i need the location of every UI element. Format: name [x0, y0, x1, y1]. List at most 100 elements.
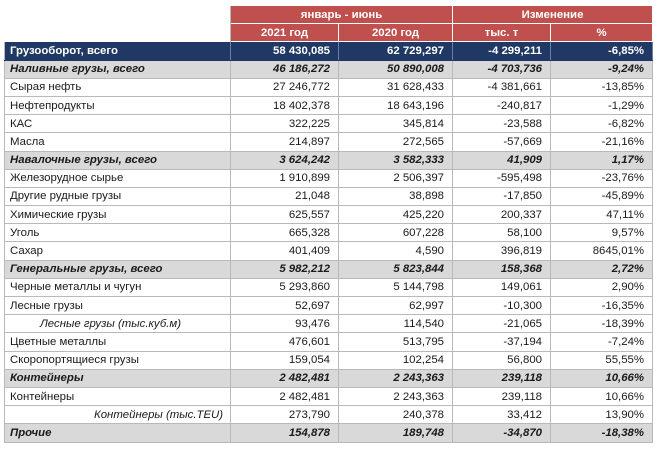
value-change-abs: -240,817: [452, 96, 552, 116]
value-change-pct: -6,82%: [550, 114, 654, 134]
value-2021: 52,697: [230, 296, 339, 316]
value-change-abs: -57,669: [452, 132, 552, 152]
value-2020: 425,220: [338, 205, 454, 225]
value-change-abs: 239,118: [452, 369, 552, 388]
value-change-abs: 200,337: [452, 205, 552, 225]
value-2020: 18 643,196: [338, 96, 454, 116]
value-change-pct: 9,57%: [550, 223, 654, 243]
row-label: Сырая нефть: [4, 78, 231, 97]
value-change-pct: 47,11%: [550, 205, 654, 225]
value-2020: 114,540: [338, 314, 454, 334]
value-change-abs: 158,368: [452, 260, 552, 279]
table-row-group: Наливные грузы, всего 46 186,272 50 890,…: [4, 60, 654, 79]
row-label: Генеральные грузы, всего: [4, 260, 231, 279]
value-2021: 1 910,899: [230, 169, 339, 188]
table-row: Контейнеры 2 482,481 2 243,363 239,118 1…: [4, 387, 654, 407]
row-label: Грузооборот, всего: [4, 41, 231, 61]
value-2020: 513,795: [338, 332, 454, 352]
value-change-abs: 149,061: [452, 278, 552, 298]
value-2021: 2 482,481: [230, 369, 339, 388]
value-2021: 5 293,860: [230, 278, 339, 298]
value-2021: 27 246,772: [230, 78, 339, 97]
value-2020: 5 144,798: [338, 278, 454, 298]
value-change-pct: -1,29%: [550, 96, 654, 116]
value-change-pct: -16,35%: [550, 296, 654, 316]
value-2021: 322,225: [230, 114, 339, 134]
value-change-pct: -23,76%: [550, 169, 654, 188]
value-2021: 5 982,212: [230, 260, 339, 279]
cargo-turnover-table-container: январь - июнь Изменение 2021 год 2020 го…: [4, 6, 654, 443]
value-2021: 3 624,242: [230, 151, 339, 170]
table-row-group: Навалочные грузы, всего 3 624,242 3 582,…: [4, 151, 654, 170]
value-change-pct: -21,16%: [550, 132, 654, 152]
row-label: Химические грузы: [4, 205, 231, 225]
row-label: Цветные металлы: [4, 332, 231, 352]
table-row: Сахар 401,409 4,590 396,819 8645,01%: [4, 241, 654, 261]
value-2021: 154,878: [230, 423, 339, 443]
value-change-pct: 8645,01%: [550, 241, 654, 261]
table-row-sub: Контейнеры (тыс.TEU) 273,790 240,378 33,…: [4, 405, 654, 425]
value-change-pct: -18,39%: [550, 314, 654, 334]
value-2021: 21,048: [230, 187, 339, 207]
value-change-abs: -4 703,736: [452, 60, 552, 79]
value-change-pct: -6,85%: [550, 41, 654, 61]
value-2020: 2 243,363: [338, 387, 454, 407]
cargo-turnover-table: январь - июнь Изменение 2021 год 2020 го…: [4, 6, 654, 443]
value-change-pct: 10,66%: [550, 369, 654, 388]
value-change-abs: -4 381,661: [452, 78, 552, 97]
value-2020: 189,748: [338, 423, 454, 443]
col-2020-header: 2020 год: [338, 23, 454, 43]
header-row-2: 2021 год 2020 год тыс. т %: [4, 23, 654, 43]
value-change-abs: -17,850: [452, 187, 552, 207]
value-change-pct: 13,90%: [550, 405, 654, 425]
row-label: Лесные грузы (тыс.куб.м): [4, 314, 231, 334]
row-label: Навалочные грузы, всего: [4, 151, 231, 170]
value-change-pct: 1,17%: [550, 151, 654, 170]
table-row-group: Прочие 154,878 189,748 -34,870 -18,38%: [4, 423, 654, 443]
table-row: Сырая нефть 27 246,772 31 628,433 -4 381…: [4, 78, 654, 97]
value-2020: 50 890,008: [338, 60, 454, 79]
value-2021: 18 402,378: [230, 96, 339, 116]
value-2021: 46 186,272: [230, 60, 339, 79]
value-change-abs: 41,909: [452, 151, 552, 170]
value-change-abs: -595,498: [452, 169, 552, 188]
row-label: Другие рудные грузы: [4, 187, 231, 207]
value-change-abs: -21,065: [452, 314, 552, 334]
value-change-abs: 58,100: [452, 223, 552, 243]
table-row: Масла 214,897 272,565 -57,669 -21,16%: [4, 132, 654, 152]
value-2021: 2 482,481: [230, 387, 339, 407]
header-row-1: январь - июнь Изменение: [4, 6, 654, 25]
table-row: Нефтепродукты 18 402,378 18 643,196 -240…: [4, 96, 654, 116]
value-change-abs: -37,194: [452, 332, 552, 352]
table-row: Уголь 665,328 607,228 58,100 9,57%: [4, 223, 654, 243]
value-2020: 345,814: [338, 114, 454, 134]
header-blank-cell: [4, 23, 231, 42]
value-change-pct: 55,55%: [550, 351, 654, 370]
value-change-pct: 2,90%: [550, 278, 654, 298]
value-2021: 214,897: [230, 132, 339, 152]
row-label: Контейнеры (тыс.TEU): [4, 405, 231, 425]
table-row: КАС 322,225 345,814 -23,588 -6,82%: [4, 114, 654, 134]
value-2020: 62,997: [338, 296, 454, 316]
row-label: Контейнеры: [4, 387, 231, 407]
value-2020: 2 243,363: [338, 369, 454, 388]
value-2020: 2 506,397: [338, 169, 454, 188]
value-2021: 401,409: [230, 241, 339, 261]
col-pct-header: %: [550, 23, 654, 43]
value-2020: 38,898: [338, 187, 454, 207]
row-label: КАС: [4, 114, 231, 134]
value-2020: 102,254: [338, 351, 454, 370]
row-label-text: Контейнеры (тыс.TEU): [94, 408, 224, 421]
value-2021: 58 430,085: [230, 41, 339, 61]
row-label: Контейнеры: [4, 369, 231, 388]
table-row: Цветные металлы 476,601 513,795 -37,194 …: [4, 332, 654, 352]
table-row-sub: Лесные грузы (тыс.куб.м) 93,476 114,540 …: [4, 314, 654, 334]
value-2020: 3 582,333: [338, 151, 454, 170]
table-row: Черные металлы и чугун 5 293,860 5 144,7…: [4, 278, 654, 298]
value-2020: 31 628,433: [338, 78, 454, 97]
row-label: Наливные грузы, всего: [4, 60, 231, 79]
value-change-abs: 396,819: [452, 241, 552, 261]
value-2020: 62 729,297: [338, 41, 454, 61]
row-label: Скоропортящиеся грузы: [4, 351, 231, 370]
value-change-abs: -4 299,211: [452, 41, 552, 61]
